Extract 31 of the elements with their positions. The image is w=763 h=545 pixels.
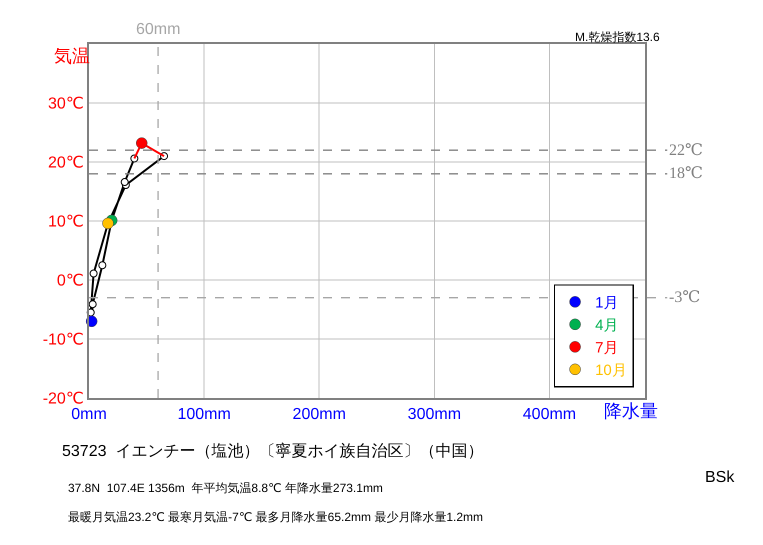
- y-tick-label: 30℃: [48, 96, 84, 113]
- x-axis-title: 降水量: [604, 401, 658, 421]
- legend-label: 10月: [595, 362, 627, 380]
- ref-line-label: 22℃: [669, 142, 703, 159]
- text: 37.8N 107.4E 1356m 年平均気温8.8℃ 年降水量273.1mm: [68, 481, 383, 495]
- point: [90, 270, 98, 278]
- y-tick-label: -10℃: [42, 332, 84, 349]
- y-axis-title: 気温: [54, 46, 90, 66]
- x-tick-label: 200mm: [292, 406, 346, 424]
- point: [120, 178, 129, 186]
- y-tick-label: -20℃: [42, 390, 84, 408]
- text: 最暖月気温23.2℃ 最寒月気温-7℃ 最多月降水量65.2mm 最少月降水量1.2mm: [68, 510, 484, 524]
- point: [98, 261, 106, 270]
- text: BSk: [705, 469, 736, 486]
- ref-line-label: 18℃: [669, 165, 703, 182]
- legend-label: 7月: [595, 340, 618, 357]
- y-tick-label: 10℃: [48, 214, 84, 231]
- x-tick-label: 400mm: [522, 406, 576, 424]
- x-tick-label: 300mm: [408, 406, 462, 424]
- annotation: M.乾燥指数13.6: [575, 30, 660, 44]
- legend-label: 4月: [595, 317, 618, 334]
- legend-label: 1月: [595, 294, 618, 312]
- y-tick-label: 0℃: [56, 272, 84, 290]
- y-tick-label: 20℃: [48, 154, 84, 172]
- point: [88, 300, 97, 308]
- ref-line-label: -3℃: [669, 289, 700, 306]
- ref-line-label: 60mm: [136, 21, 180, 38]
- point: [136, 137, 148, 149]
- x-tick-label: 0mm: [71, 406, 107, 424]
- x-tick-label: 100mm: [177, 406, 231, 424]
- text: 53723 イエンチー（塩池）〔寧夏ホイ族自治区〕（中国）: [62, 442, 484, 460]
